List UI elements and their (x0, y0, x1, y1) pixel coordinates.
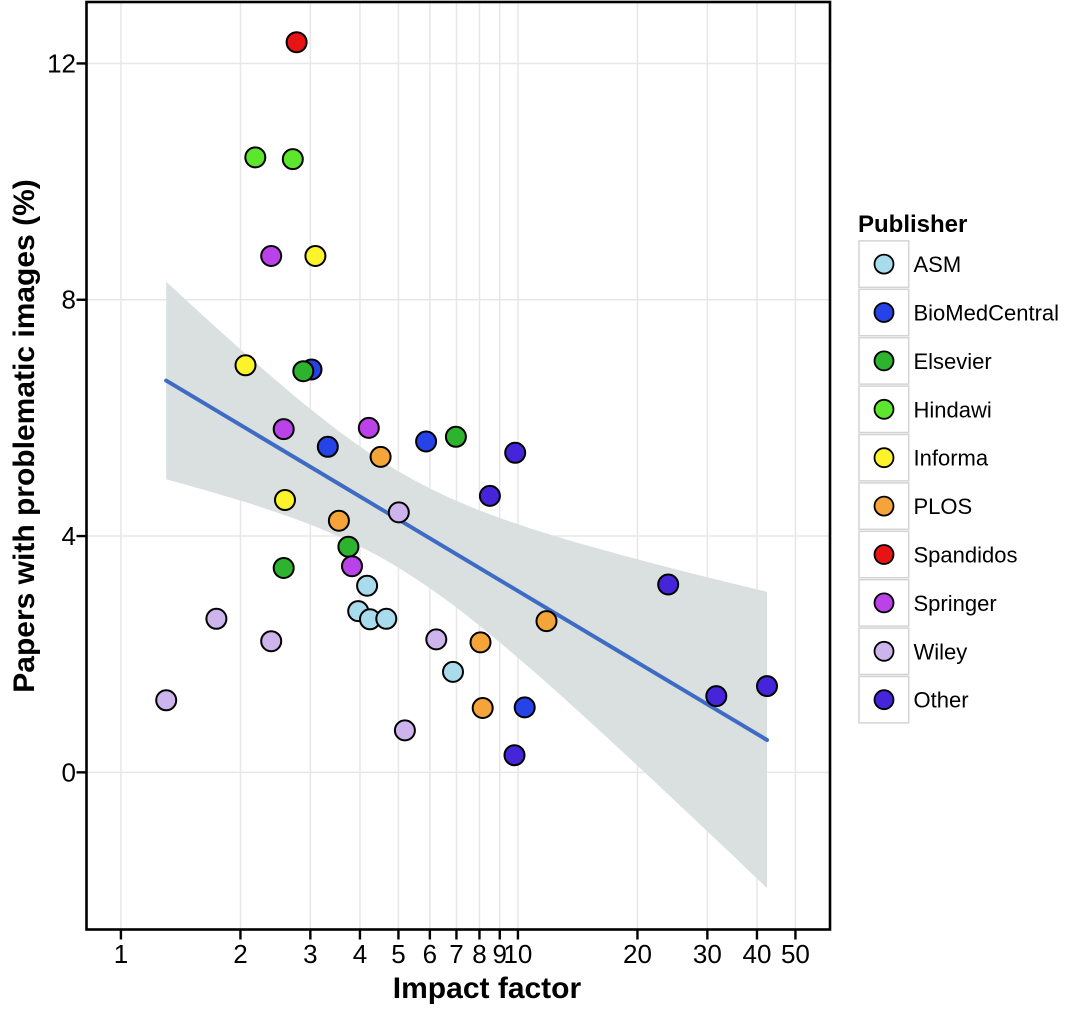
data-point-wiley (155, 689, 178, 712)
data-point-other (756, 675, 778, 698)
legend-item-label: Elsevier (914, 349, 992, 374)
legend-key-marker (873, 640, 895, 662)
data-point-biomedcentral (415, 430, 438, 453)
x-tick-label: 3 (303, 939, 317, 969)
data-point-plos (471, 697, 494, 719)
x-tick-label: 4 (353, 939, 367, 969)
data-point-elsevier (337, 535, 360, 558)
legend-key-marker (873, 544, 895, 565)
x-tick-label: 1 (114, 939, 128, 969)
data-point-plos (369, 445, 392, 468)
data-point-wiley (393, 719, 416, 742)
x-tick-label: 6 (423, 939, 437, 969)
legend-title: Publisher (858, 211, 967, 238)
data-point-springer (341, 555, 363, 578)
confidence-band (166, 281, 767, 889)
y-tick-label: 8 (62, 285, 76, 315)
data-point-informa (234, 354, 257, 377)
data-point-biomedcentral (316, 435, 339, 458)
x-tick-label: 40 (742, 939, 771, 969)
legend-item: ASM (858, 240, 962, 289)
data-point-other (503, 744, 526, 767)
data-point-springer (260, 245, 283, 267)
legend-item: Springer (858, 578, 997, 627)
x-tick-label: 9 (493, 939, 507, 969)
y-tick-label: 12 (47, 48, 76, 78)
legend-item: PLOS (858, 482, 973, 531)
legend-item: Hindawi (858, 385, 992, 434)
data-point-biomedcentral (513, 696, 536, 719)
data-point-other (705, 685, 728, 708)
legend-item: Spandidos (858, 530, 1018, 579)
data-point-springer (357, 416, 380, 439)
legend-key-marker (873, 302, 895, 323)
data-point-other (478, 484, 501, 507)
data-point-wiley (425, 628, 448, 651)
legend-item-label: Wiley (914, 639, 968, 664)
x-tick-label: 30 (693, 939, 722, 969)
x-tick-label: 5 (391, 939, 405, 969)
data-point-elsevier (272, 557, 295, 579)
y-tick-label: 4 (62, 521, 76, 551)
y-tick-label: 0 (62, 757, 76, 787)
legend-item-label: PLOS (914, 494, 973, 519)
data-point-springer (272, 418, 295, 441)
legend-key-marker (873, 398, 895, 420)
data-point-wiley (205, 607, 228, 630)
data-point-asm (442, 660, 464, 683)
x-tick-label: 7 (449, 939, 463, 969)
legend-item-label: Hindawi (914, 397, 992, 422)
data-point-informa (274, 489, 296, 511)
legend-key-marker (873, 447, 895, 469)
legend-item: Informa (858, 433, 989, 482)
legend-key-marker (873, 689, 895, 711)
data-point-spandidos (285, 31, 308, 54)
data-point-elsevier (292, 360, 315, 383)
legend-key-marker (873, 495, 895, 517)
legend-item: Wiley (858, 627, 968, 676)
data-point-wiley (260, 630, 283, 653)
regression-line (164, 378, 770, 742)
legend-item: BioMedCentral (858, 288, 1060, 337)
legend-item-label: Springer (914, 591, 997, 616)
data-point-hindawi (244, 146, 267, 169)
data-point-elsevier (444, 425, 467, 448)
data-point-plos (469, 631, 492, 654)
data-point-plos (327, 509, 350, 532)
legend-item: Other (858, 675, 969, 724)
x-tick-label: 50 (781, 939, 810, 969)
x-tick-label: 10 (503, 939, 532, 969)
data-point-other (657, 573, 680, 596)
x-axis-title: Impact factor (393, 972, 582, 1005)
legend-item-label: Informa (914, 446, 989, 471)
legend: Publisher ASM BioMedCentral Elsevier Hindawi… (858, 211, 1060, 724)
data-point-plos (535, 610, 558, 633)
legend-item: Elsevier (858, 336, 992, 385)
legend-item-label: Spandidos (914, 543, 1018, 568)
data-point-asm (356, 574, 379, 597)
legend-item-label: ASM (914, 252, 962, 277)
data-point-other (504, 441, 527, 464)
legend-key-marker (873, 253, 895, 275)
legend-item-label: Other (914, 688, 969, 713)
legend-item-label: BioMedCentral (914, 301, 1060, 326)
x-tick-label: 8 (472, 939, 486, 969)
data-point-asm (375, 607, 398, 630)
legend-key-marker (873, 350, 895, 372)
panel-border (85, 0, 832, 931)
data-point-wiley (387, 501, 410, 524)
y-axis-title: Papers with problematic images (%) (8, 179, 41, 692)
x-tick-label: 2 (233, 939, 247, 969)
data-point-informa (304, 245, 327, 267)
x-tick-label: 20 (623, 939, 652, 969)
data-point-hindawi (281, 148, 304, 171)
legend-key-box (858, 385, 910, 434)
legend-key-marker (873, 592, 895, 614)
